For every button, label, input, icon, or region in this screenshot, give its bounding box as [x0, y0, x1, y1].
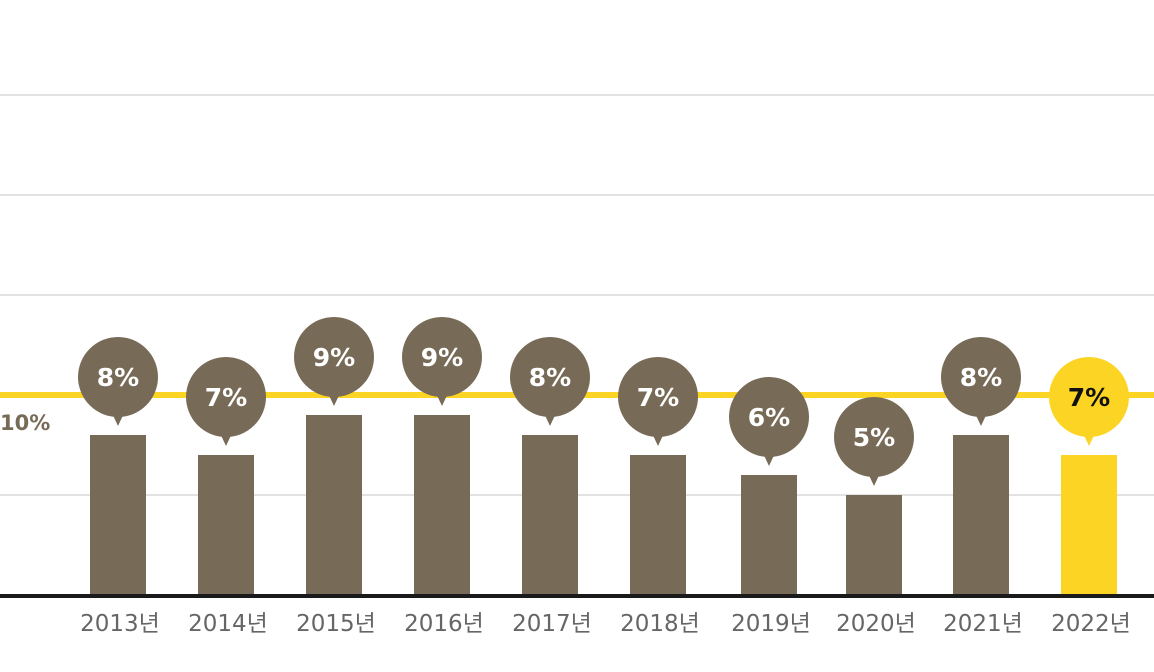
bar-2016년: [414, 415, 470, 595]
data-label: 6%: [748, 403, 790, 432]
value-bubble: 5%: [834, 397, 914, 486]
bubble-circle: [294, 317, 374, 397]
bubble-circle: [402, 317, 482, 397]
bubble-circle: [510, 337, 590, 417]
value-bubble: 8%: [510, 337, 590, 426]
value-bubble: 6%: [729, 377, 809, 466]
bubble-pointer: [974, 411, 988, 426]
value-bubble: 9%: [294, 317, 374, 406]
bubble-pointer: [219, 431, 233, 446]
data-label: 9%: [421, 343, 463, 372]
x-tick-label: 2017년: [512, 611, 592, 637]
bubble-pointer: [435, 391, 449, 406]
bubble-circle: [78, 337, 158, 417]
value-bubble: 7%: [1049, 357, 1129, 446]
data-label: 9%: [313, 343, 355, 372]
bubble-pointer: [1082, 431, 1096, 446]
bar-2015년: [306, 415, 362, 595]
bubble-circle: [618, 357, 698, 437]
bubble-circle: [941, 337, 1021, 417]
x-tick-label: 2021년: [943, 611, 1023, 637]
bubble-pointer: [543, 411, 557, 426]
bubble-circle: [1049, 357, 1129, 437]
value-bubble: 9%: [402, 317, 482, 406]
bubble-pointer: [762, 451, 776, 466]
bar-2018년: [630, 455, 686, 595]
bubble-circle: [729, 377, 809, 457]
value-bubbles: 8% 7% 9% 9% 8% 7% 6% 5% 8% 7%: [78, 317, 1129, 486]
bar-2017년: [522, 435, 578, 595]
bubble-circle: [834, 397, 914, 477]
x-tick-label: 2015년: [296, 611, 376, 637]
x-tick-label: 2013년: [80, 611, 160, 637]
x-tick-label: 2019년: [731, 611, 811, 637]
bubble-pointer: [867, 471, 881, 486]
bar-2013년: [90, 435, 146, 595]
value-bubble: 7%: [618, 357, 698, 446]
value-bubble: 8%: [941, 337, 1021, 426]
x-tick-label: 2022년: [1051, 611, 1131, 637]
x-tick-label: 2018년: [620, 611, 700, 637]
data-label: 8%: [960, 363, 1002, 392]
bubble-pointer: [651, 431, 665, 446]
bar-2020년: [846, 495, 902, 595]
bar-2022년: [1061, 455, 1117, 595]
bubble-pointer: [111, 411, 125, 426]
data-label: 8%: [97, 363, 139, 392]
bar-2014년: [198, 455, 254, 595]
x-tick-label: 2020년: [836, 611, 916, 637]
bar-2019년: [741, 475, 797, 595]
data-label: 7%: [637, 383, 679, 412]
x-tick-label: 2016년: [404, 611, 484, 637]
bubble-pointer: [327, 391, 341, 406]
x-axis: 2013년 2014년 2015년 2016년 2017년 2018년 2019년 2020년…: [0, 594, 1154, 637]
data-label: 7%: [205, 383, 247, 412]
reference-line-label: 10%: [0, 411, 50, 435]
data-label: 8%: [529, 363, 571, 392]
data-label: 5%: [853, 423, 895, 452]
data-label: 7%: [1068, 383, 1110, 412]
bars: [90, 415, 1117, 595]
value-bubble: 8%: [78, 337, 158, 426]
bar-2021년: [953, 435, 1009, 595]
bubble-circle: [186, 357, 266, 437]
x-tick-label: 2014년: [188, 611, 268, 637]
value-bubble: 7%: [186, 357, 266, 446]
